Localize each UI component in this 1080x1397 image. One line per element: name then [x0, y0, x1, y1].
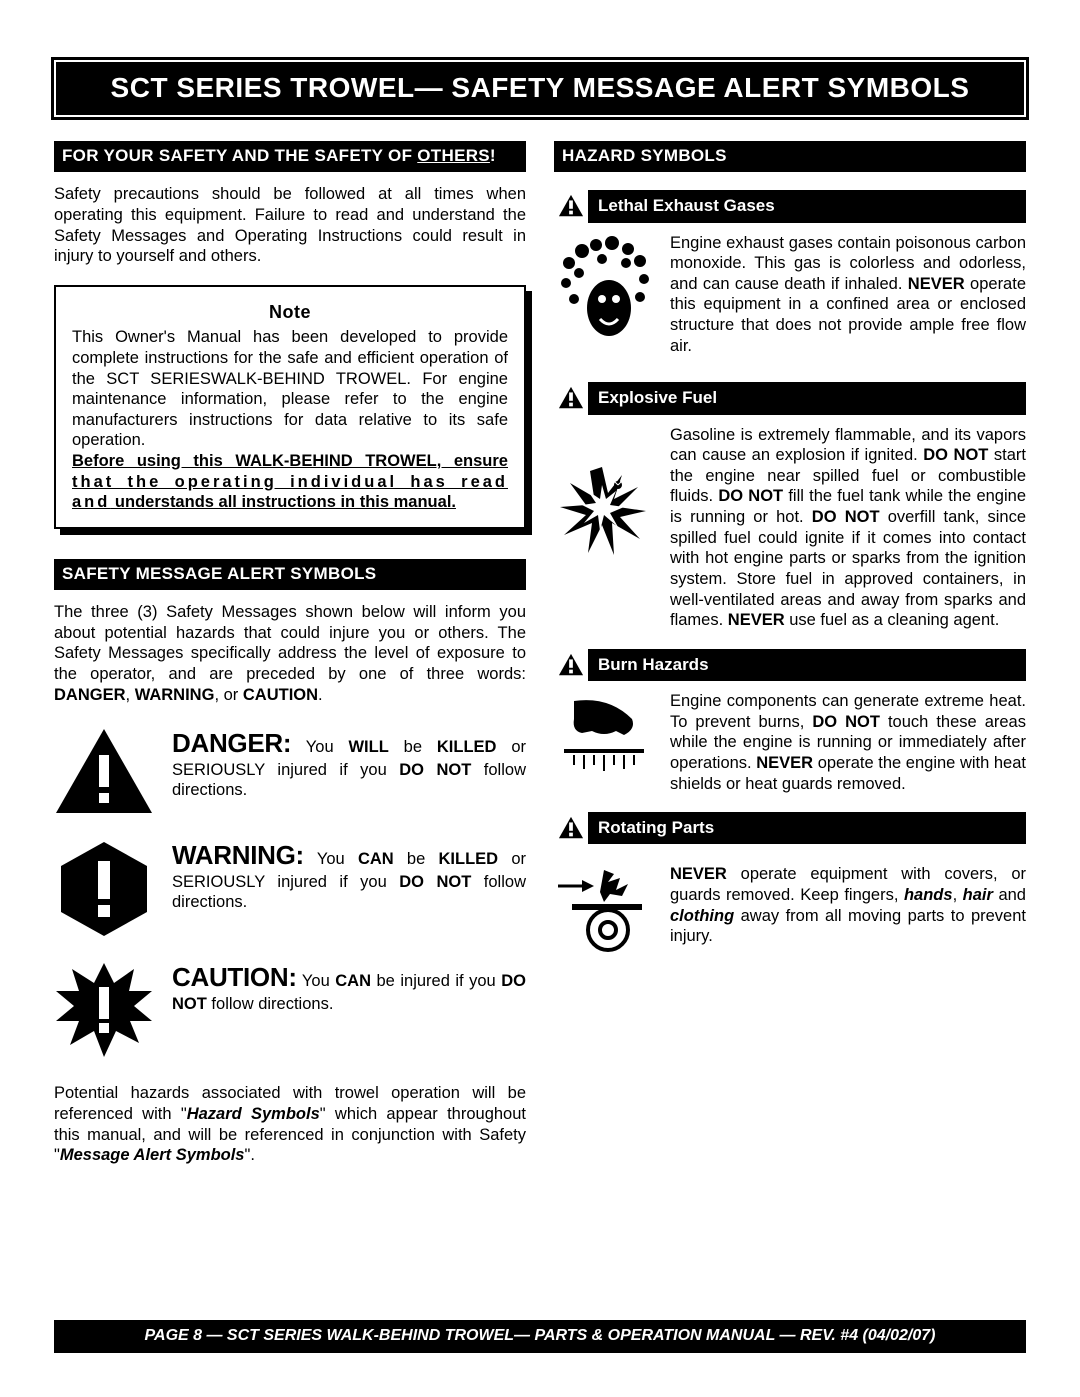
note-box: Note This Owner's Manual has been develo…: [54, 285, 526, 529]
left-column: FOR YOUR SAFETY AND THE SAFETY OF OTHERS…: [54, 141, 526, 1180]
warning-triangle-icon: [554, 812, 588, 844]
explosive-fuel-header: Explosive Fuel: [554, 382, 1026, 414]
content-columns: FOR YOUR SAFETY AND THE SAFETY OF OTHERS…: [54, 141, 1026, 1180]
warning-hexagon-icon: [54, 839, 154, 939]
rotating-parts-icon: [554, 864, 654, 964]
burn-hazards-header: Burn Hazards: [554, 649, 1026, 681]
safety-alert-intro: The three (3) Safety Messages shown belo…: [54, 602, 526, 705]
warning-row: WARNING: You CAN be KILLED or SERIOUSLY …: [54, 839, 526, 939]
hot-surface-icon: [554, 691, 654, 781]
page-title: SCT SERIES TROWEL— SAFETY MESSAGE ALERT …: [54, 60, 1026, 117]
note-title: Note: [72, 301, 508, 324]
explosive-fuel-row: Gasoline is extremely flammable, and its…: [554, 425, 1026, 631]
hazard-symbols-header: HAZARD SYMBOLS: [554, 141, 1026, 172]
lethal-exhaust-row: Engine exhaust gases contain poisonous c…: [554, 233, 1026, 357]
caution-burst-icon: [54, 961, 154, 1061]
exhaust-fumes-icon: [554, 233, 654, 353]
burn-hazards-row: Engine components can generate extreme h…: [554, 691, 1026, 794]
safety-of-others-header: FOR YOUR SAFETY AND THE SAFETY OF OTHERS…: [54, 141, 526, 172]
caution-row: CAUTION: You CAN be injured if you DO NO…: [54, 961, 526, 1061]
warning-triangle-icon: [554, 649, 588, 681]
footer: PAGE 8 — SCT SERIES WALK-BEHIND TROWEL— …: [54, 1320, 1026, 1353]
safety-alert-header: SAFETY MESSAGE ALERT SYMBOLS: [54, 559, 526, 590]
lethal-exhaust-header: Lethal Exhaust Gases: [554, 190, 1026, 222]
hazard-reference-paragraph: Potential hazards associated with trowel…: [54, 1083, 526, 1166]
rotating-parts-header: Rotating Parts: [554, 812, 1026, 844]
right-column: HAZARD SYMBOLS Lethal Exhaust Gases: [554, 141, 1026, 1180]
danger-triangle-icon: [54, 727, 154, 817]
warning-triangle-icon: [554, 190, 588, 222]
explosion-icon: [554, 425, 654, 575]
warning-triangle-icon: [554, 382, 588, 414]
rotating-parts-row: NEVER operate equipment with covers, or …: [554, 864, 1026, 964]
danger-row: DANGER: You WILL be KILLED or SERIOUSLY …: [54, 727, 526, 817]
intro-paragraph: Safety precautions should be followed at…: [54, 184, 526, 267]
